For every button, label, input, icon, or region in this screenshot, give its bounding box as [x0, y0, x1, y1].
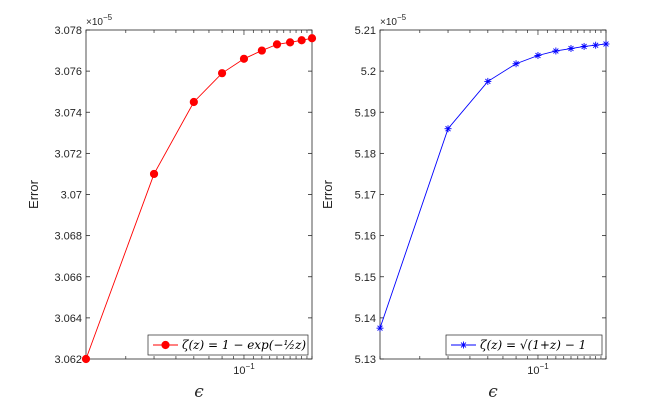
data-point	[239, 54, 249, 63]
y-tick-label: 3.068	[54, 231, 82, 243]
data-point	[217, 69, 227, 78]
y-axis-label: Error	[320, 179, 335, 209]
y-tick-label: 3.072	[54, 148, 82, 160]
series-line	[85, 37, 313, 360]
legend-box	[445, 334, 603, 356]
data-point	[444, 125, 452, 133]
data-point	[149, 169, 159, 179]
chart-panel-1: 3.062 3.064 3.066 3.068 3.07 3.072 3.074 3.076 3…	[26, 13, 317, 402]
data-point	[580, 42, 588, 50]
y-tick-label: 3.076	[54, 66, 82, 78]
series-line	[379, 43, 607, 329]
data-point	[484, 77, 492, 85]
y-tick-label: 3.07	[61, 190, 82, 202]
y-tick-label: 5.21	[355, 25, 376, 37]
data-point	[189, 97, 198, 107]
y-tick-label: 3.074	[54, 107, 82, 119]
y-tick-label: 3.064	[54, 313, 82, 325]
data-point	[297, 36, 306, 45]
y-tick-label: 3.078	[54, 25, 82, 37]
x-tick-label: 10−1	[233, 362, 255, 377]
y-multiplier-label: ×10−5	[380, 13, 407, 28]
data-point	[602, 40, 610, 48]
x-axis-label: ϵ	[488, 382, 498, 402]
y-multiplier-label: ×10−5	[86, 13, 113, 28]
plot-area	[85, 29, 313, 360]
legend-marker	[460, 341, 467, 349]
legend-label: ζ(z) = √(1+z) − 1	[480, 338, 586, 352]
data-point	[272, 40, 282, 49]
data-point	[534, 51, 542, 59]
legend: ζ(z) = 1 − exp(−½z)	[147, 334, 309, 356]
data-point	[376, 324, 384, 332]
data-point	[552, 47, 560, 55]
y-tick-label: 5.15	[355, 272, 376, 284]
legend-marker	[161, 340, 170, 350]
x-axis-label: ϵ	[194, 382, 204, 402]
legend-box	[147, 334, 309, 356]
y-tick-label: 3.062	[54, 354, 82, 366]
y-tick-label: 5.16	[355, 231, 376, 243]
data-point	[285, 38, 295, 47]
plot-area	[379, 29, 607, 360]
y-tick-label: 5.19	[355, 107, 376, 119]
legend: ζ(z) = √(1+z) − 1	[445, 334, 603, 356]
y-tick-label: 5.17	[355, 190, 376, 202]
data-point	[81, 354, 91, 364]
y-axis-label: Error	[26, 179, 41, 209]
y-tick-label: 3.066	[54, 272, 82, 284]
x-tick-label: 10−1	[527, 362, 549, 377]
y-tick-label: 5.14	[355, 313, 376, 325]
data-point	[307, 34, 317, 43]
chart-panel-2: 5.13 5.14 5.15 5.16 5.17 5.18 5.19 5.2 5.21 10−1 ×…	[320, 13, 610, 402]
data-point	[512, 60, 520, 68]
data-point	[567, 45, 575, 53]
y-tick-label: 5.13	[355, 354, 376, 366]
y-tick-label: 5.2	[361, 66, 376, 78]
y-tick-label: 5.18	[355, 148, 376, 160]
data-point	[592, 41, 600, 49]
data-point	[257, 46, 266, 55]
legend-label: ζ(z) = 1 − exp(−½z)	[182, 338, 306, 352]
